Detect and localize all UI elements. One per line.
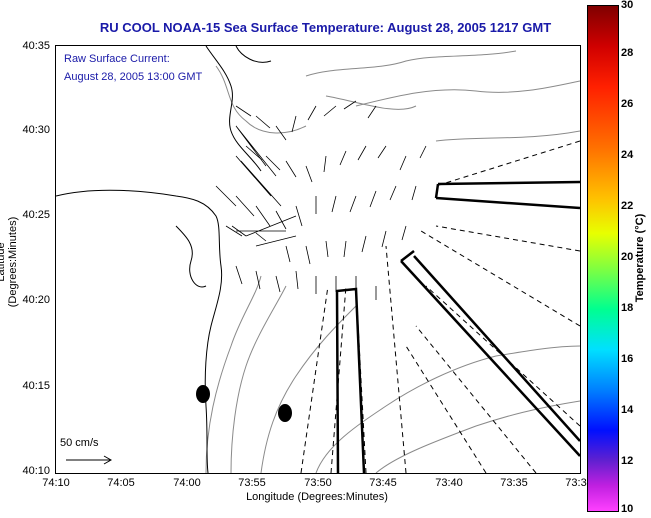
scale-arrow-label: 50 cm/s <box>60 437 99 449</box>
boundary-boxes <box>335 180 580 473</box>
colorbar-tick: 12 <box>621 455 634 467</box>
figure-title: RU COOL NOAA-15 Sea Surface Temperature:… <box>99 20 552 35</box>
colorbar-tick: 24 <box>621 149 634 161</box>
colorbar-tick: 20 <box>621 251 634 263</box>
y-tick: 40:20 <box>22 294 50 306</box>
overlay-label-1: Raw Surface Current: <box>64 53 170 65</box>
colorbar-tick: 14 <box>621 404 634 416</box>
x-tick: 74:00 <box>173 477 201 489</box>
x-tick: 73:3 <box>565 477 587 489</box>
current-vectors <box>215 100 427 300</box>
colorbar-tick: 30 <box>621 0 634 11</box>
y-axis-label: Latitude (Degrees:Minutes) <box>0 216 19 308</box>
colorbar-tick: 10 <box>621 503 634 515</box>
map-canvas <box>56 46 580 473</box>
x-axis-label: Longitude (Degrees:Minutes) <box>246 491 388 503</box>
dashed-lines <box>300 140 580 473</box>
x-tick: 73:40 <box>435 477 463 489</box>
coastline <box>56 46 272 473</box>
x-tick: 73:35 <box>500 477 528 489</box>
colorbar-tick: 22 <box>621 200 634 212</box>
colorbar-tick: 26 <box>621 98 634 110</box>
y-tick: 40:30 <box>22 124 50 136</box>
buoy-marker <box>196 385 210 403</box>
colorbar-tick: 28 <box>621 47 634 59</box>
colorbar-tick: 16 <box>621 353 634 365</box>
buoy-marker <box>278 404 292 422</box>
bathymetry-contours <box>205 50 580 473</box>
x-tick: 74:05 <box>107 477 135 489</box>
x-tick: 73:45 <box>369 477 397 489</box>
scale-arrow <box>66 455 113 465</box>
y-tick: 40:10 <box>22 465 50 477</box>
colorbar-label: Temperature (°C) <box>634 213 646 303</box>
y-tick: 40:25 <box>22 209 50 221</box>
map-plot-area <box>55 45 581 474</box>
temperature-colorbar <box>587 5 619 512</box>
overlay-label-2: August 28, 2005 13:00 GMT <box>64 71 203 83</box>
colorbar-tick: 18 <box>621 302 634 314</box>
x-tick: 73:50 <box>304 477 332 489</box>
y-tick: 40:35 <box>22 40 50 52</box>
x-tick: 73:55 <box>238 477 266 489</box>
x-tick: 74:10 <box>42 477 70 489</box>
y-tick: 40:15 <box>22 380 50 392</box>
